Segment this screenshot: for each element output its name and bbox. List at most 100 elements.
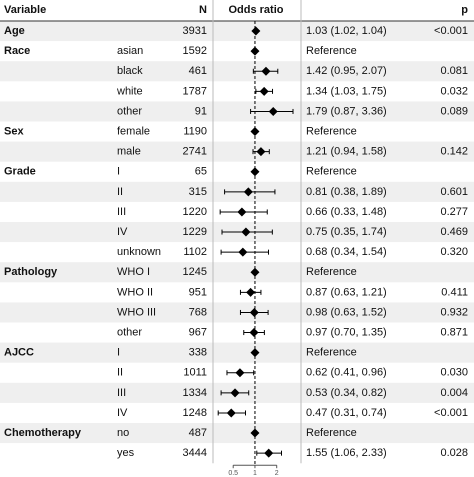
x-tick-label: 2 [275,470,279,477]
n-value: 338 [189,347,207,359]
header-n: N [199,4,207,16]
x-tick-label: 0.5 [228,470,238,477]
row-band [0,302,474,323]
or-label: Reference [306,347,357,359]
n-value: 91 [195,105,207,117]
level: female [117,125,150,137]
or-point [256,147,266,157]
n-value: 461 [189,65,207,77]
row-band [0,262,474,283]
n-value: 1011 [183,367,207,379]
level: WHO III [117,306,156,318]
p-value: 0.601 [440,186,468,198]
n-value: 1334 [183,387,207,399]
variable: Grade [4,166,36,178]
n-value: 1248 [183,407,207,419]
or-point [250,348,260,358]
variable: Chemotherapy [4,427,82,439]
or-label: 0.81 (0.38, 1.89) [306,186,387,198]
variable: AJCC [4,347,34,359]
level: II [117,186,123,198]
or-label: 1.55 (1.06, 2.33) [306,447,387,459]
row-band [0,61,474,82]
level: other [117,326,142,338]
or-point [241,227,251,237]
n-value: 3931 [183,25,207,37]
p-value: 0.411 [441,286,468,298]
or-point [251,26,261,36]
row-band [0,141,474,162]
n-value: 1245 [183,266,207,278]
header-p: p [461,4,468,16]
n-value: 315 [189,186,207,198]
or-label: 0.97 (0.70, 1.35) [306,326,387,338]
or-label: Reference [306,166,357,178]
level: III [117,206,126,218]
or-point [268,106,278,116]
or-label: 0.98 (0.63, 1.52) [306,306,387,318]
variable: Sex [4,125,24,137]
x-tick-label: 1 [253,470,257,477]
n-value: 1190 [183,125,207,137]
level: no [117,427,129,439]
n-value: 487 [189,427,207,439]
or-label: 1.79 (0.87, 3.36) [306,105,387,117]
level: white [116,85,143,97]
or-point [261,66,271,76]
or-point [230,388,240,398]
p-value: 0.028 [440,447,468,459]
or-label: 1.21 (0.94, 1.58) [306,146,387,158]
p-value: 0.277 [440,206,468,218]
header-or: Odds ratio [228,4,283,16]
p-value: 0.320 [440,246,468,258]
level: IV [117,407,128,419]
or-label: Reference [306,266,357,278]
or-point [243,187,253,197]
n-value: 967 [189,326,207,338]
p-value: 0.089 [440,105,468,117]
or-label: 0.62 (0.41, 0.96) [306,367,387,379]
row-band [0,423,474,444]
or-label: Reference [306,125,357,137]
variable: Age [4,25,25,37]
level: yes [117,447,135,459]
n-value: 65 [195,166,207,178]
level: WHO I [117,266,150,278]
or-label: Reference [306,427,357,439]
or-label: 0.66 (0.33, 1.48) [306,206,387,218]
level: IV [117,226,128,238]
or-label: Reference [306,45,357,57]
row-band [0,342,474,363]
row-band [0,21,474,42]
or-point [264,448,274,458]
or-point [238,247,248,257]
level: WHO II [117,286,153,298]
n-value: 1787 [183,85,207,97]
variable: Pathology [4,266,58,278]
p-value: 0.032 [440,85,468,97]
p-value: 0.871 [440,326,468,338]
n-value: 768 [189,306,207,318]
n-value: 1229 [183,226,207,238]
level: I [117,166,120,178]
or-label: 1.42 (0.95, 2.07) [306,65,387,77]
or-point [237,207,247,217]
p-value: 0.142 [440,146,468,158]
n-value: 1592 [183,45,207,57]
or-label: 0.87 (0.63, 1.21) [306,286,387,298]
level: male [117,146,141,158]
p-value: <0.001 [434,407,468,419]
n-value: 951 [189,286,207,298]
level: II [117,367,123,379]
header-variable: Variable [4,4,46,16]
n-value: 1102 [183,246,207,258]
level: black [117,65,143,77]
n-value: 3444 [183,447,207,459]
or-label: 0.47 (0.31, 0.74) [306,407,387,419]
or-label: 0.68 (0.34, 1.54) [306,246,387,258]
or-point [226,408,236,418]
or-label: 0.53 (0.34, 0.82) [306,387,387,399]
or-label: 1.03 (1.02, 1.04) [306,25,387,37]
p-value: 0.469 [440,226,468,238]
